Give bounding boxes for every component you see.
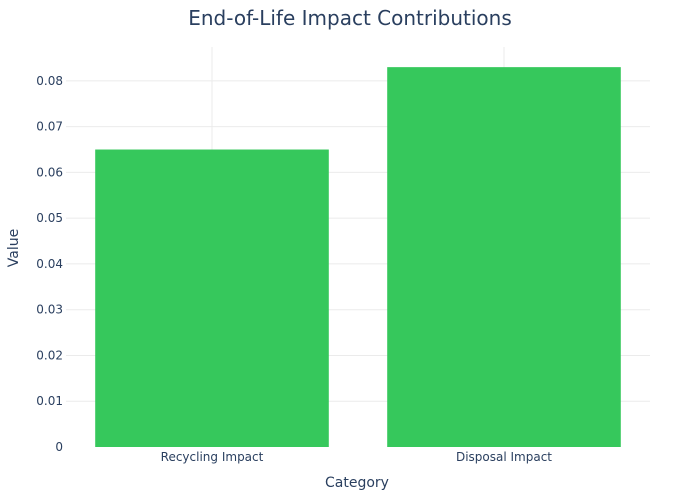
y-tick-label: 0 — [55, 440, 63, 454]
bar-recycling-impact[interactable] — [95, 149, 329, 448]
y-tick-label: 0.08 — [36, 74, 63, 88]
chart-title: End-of-Life Impact Contributions — [188, 6, 512, 30]
y-axis-title: Value — [6, 229, 22, 267]
y-tick-label: 0.05 — [36, 211, 63, 225]
bar-disposal-impact[interactable] — [387, 67, 621, 447]
y-tick-label: 0.01 — [36, 394, 63, 408]
y-tick-label: 0.04 — [36, 257, 63, 271]
x-tick-label: Disposal Impact — [456, 450, 552, 464]
y-tick-label: 0.03 — [36, 303, 63, 317]
x-tick-label: Recycling Impact — [161, 450, 264, 464]
y-tick-label: 0.06 — [36, 165, 63, 179]
x-axis-title: Category — [325, 475, 389, 491]
y-tick-label: 0.02 — [36, 348, 63, 362]
y-tick-label: 0.07 — [36, 120, 63, 134]
x-axis-ticks: Recycling Impact Disposal Impact — [161, 450, 553, 464]
bars — [95, 67, 621, 448]
y-axis-ticks: 0 0.01 0.02 0.03 0.04 0.05 0.06 0.07 0.08 — [36, 74, 63, 454]
